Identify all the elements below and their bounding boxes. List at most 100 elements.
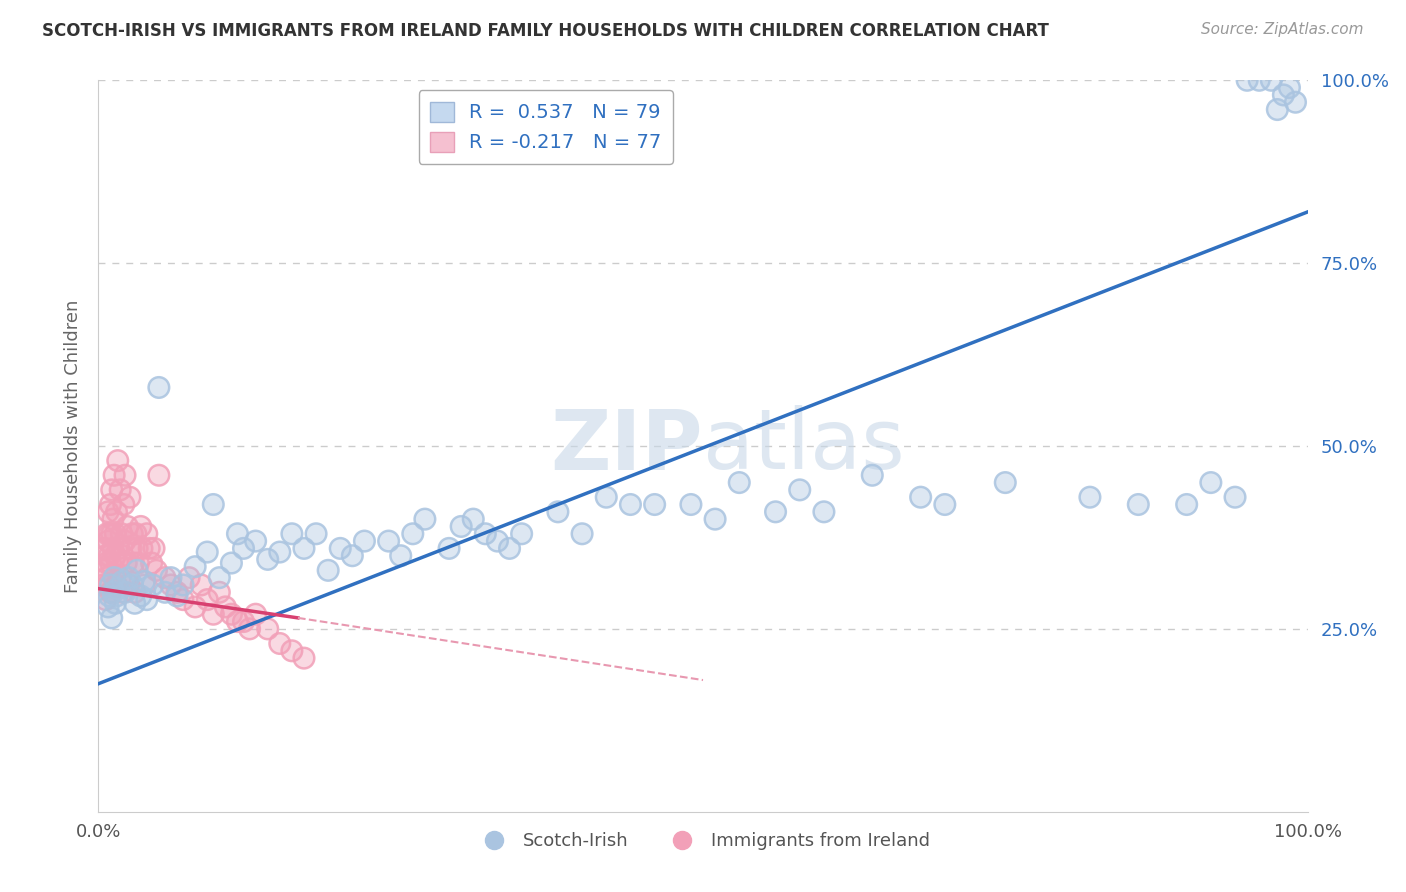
Point — [97, 505, 120, 519]
Point — [93, 563, 115, 577]
Point — [105, 505, 128, 519]
Point — [124, 596, 146, 610]
Point — [172, 578, 194, 592]
Point — [94, 592, 117, 607]
Point — [101, 541, 124, 556]
Point — [1175, 498, 1198, 512]
Point — [353, 534, 375, 549]
Point — [1278, 80, 1301, 95]
Point — [1128, 498, 1150, 512]
Point — [114, 468, 136, 483]
Point — [115, 556, 138, 570]
Point — [269, 636, 291, 650]
Point — [510, 526, 533, 541]
Point — [221, 607, 243, 622]
Point — [292, 541, 315, 556]
Text: Source: ZipAtlas.com: Source: ZipAtlas.com — [1201, 22, 1364, 37]
Point — [97, 505, 120, 519]
Point — [179, 571, 201, 585]
Point — [208, 571, 231, 585]
Point — [153, 585, 176, 599]
Y-axis label: Family Households with Children: Family Households with Children — [63, 300, 82, 592]
Point — [135, 592, 157, 607]
Point — [1284, 95, 1306, 110]
Point — [100, 585, 122, 599]
Point — [100, 578, 122, 592]
Point — [463, 512, 485, 526]
Point — [107, 556, 129, 570]
Point — [98, 589, 121, 603]
Point — [305, 526, 328, 541]
Point — [221, 556, 243, 570]
Point — [98, 549, 121, 563]
Point — [292, 651, 315, 665]
Point — [125, 526, 148, 541]
Point — [108, 571, 131, 585]
Point — [208, 585, 231, 599]
Point — [111, 574, 134, 589]
Point — [160, 578, 183, 592]
Point — [103, 571, 125, 585]
Point — [127, 563, 149, 577]
Point — [110, 526, 132, 541]
Point — [910, 490, 932, 504]
Point — [166, 589, 188, 603]
Point — [202, 498, 225, 512]
Point — [104, 549, 127, 563]
Point — [142, 578, 165, 592]
Point — [141, 556, 163, 570]
Point — [100, 498, 122, 512]
Point — [195, 592, 218, 607]
Point — [108, 541, 131, 556]
Point — [934, 498, 956, 512]
Point — [131, 541, 153, 556]
Point — [148, 468, 170, 483]
Point — [1278, 80, 1301, 95]
Point — [184, 599, 207, 614]
Point — [813, 505, 835, 519]
Point — [103, 571, 125, 585]
Point — [704, 512, 727, 526]
Point — [547, 505, 569, 519]
Point — [153, 585, 176, 599]
Point — [94, 549, 117, 563]
Point — [134, 578, 156, 592]
Point — [239, 622, 262, 636]
Point — [1223, 490, 1246, 504]
Point — [190, 578, 212, 592]
Point — [124, 585, 146, 599]
Point — [498, 541, 520, 556]
Point — [214, 599, 236, 614]
Point — [474, 526, 496, 541]
Point — [269, 545, 291, 559]
Point — [143, 541, 166, 556]
Text: SCOTCH-IRISH VS IMMIGRANTS FROM IRELAND FAMILY HOUSEHOLDS WITH CHILDREN CORRELAT: SCOTCH-IRISH VS IMMIGRANTS FROM IRELAND … — [42, 22, 1049, 40]
Point — [595, 490, 617, 504]
Point — [1272, 87, 1295, 102]
Point — [342, 549, 364, 563]
Point — [114, 534, 136, 549]
Point — [153, 571, 176, 585]
Point — [97, 599, 120, 614]
Point — [93, 541, 115, 556]
Point — [450, 519, 472, 533]
Point — [437, 541, 460, 556]
Point — [437, 541, 460, 556]
Point — [111, 549, 134, 563]
Point — [135, 526, 157, 541]
Point — [208, 585, 231, 599]
Point — [107, 453, 129, 467]
Point — [292, 651, 315, 665]
Point — [1199, 475, 1222, 490]
Point — [124, 596, 146, 610]
Point — [498, 541, 520, 556]
Point — [269, 636, 291, 650]
Point — [256, 622, 278, 636]
Point — [486, 534, 509, 549]
Point — [226, 526, 249, 541]
Point — [232, 541, 254, 556]
Point — [232, 541, 254, 556]
Point — [124, 585, 146, 599]
Point — [256, 552, 278, 566]
Point — [1249, 73, 1271, 87]
